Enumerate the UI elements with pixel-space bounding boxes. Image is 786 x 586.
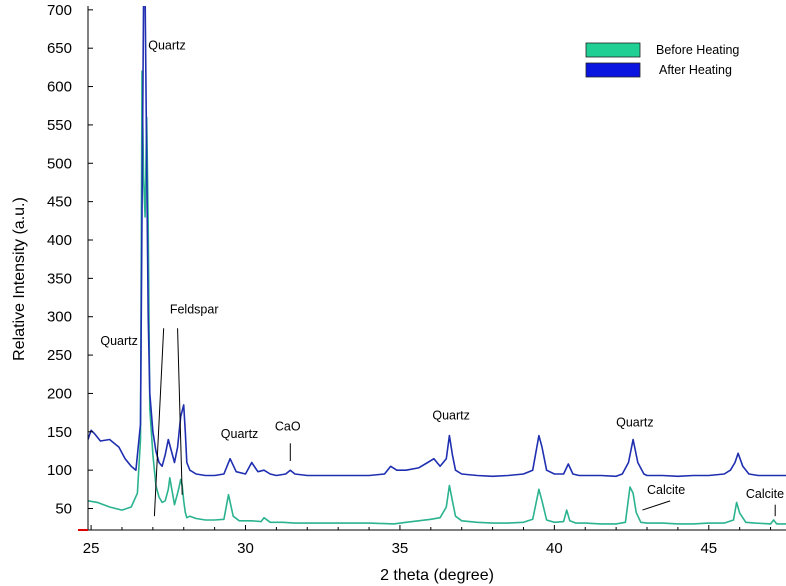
calcite-pointer-line	[642, 500, 671, 511]
peak-annotation-quartz: Quartz	[100, 334, 138, 348]
peak-annotation-quartz: Quartz	[432, 409, 470, 423]
y-tick-label: 150	[47, 424, 72, 441]
y-tick-label: 600	[47, 79, 72, 96]
legend-after-heating-swatch	[585, 62, 641, 78]
y-tick-label: 650	[47, 40, 72, 57]
peak-annotation-calcite: Calcite	[647, 483, 685, 497]
y-tick-label: 500	[47, 155, 72, 172]
x-tick-label: 30	[237, 540, 254, 557]
x-tick-label: 40	[546, 540, 563, 557]
x-axis-label: 2 theta (degree)	[380, 567, 494, 584]
peak-annotation-quartz: Quartz	[221, 427, 259, 441]
legend-before-heating-label: Before Heating	[656, 43, 739, 57]
y-tick-label: 300	[47, 309, 72, 326]
series-line-before-heating	[88, 70, 786, 525]
y-tick-label: 100	[47, 462, 72, 479]
annotation-layer: Quartz Feldspar Quartz Quartz CaO Quartz Quart…	[100, 39, 784, 517]
y-tick-label: 350	[47, 270, 72, 287]
axes: 50 100 150 200 250 300 350 400 450 500 550 600 650 70…	[47, 2, 786, 557]
peak-annotation-feldspar: Feldspar	[170, 303, 219, 317]
y-axis-label: Relative Intensity (a.u.)	[11, 197, 28, 361]
series-line-after-heating	[88, 6, 786, 478]
y-tick-label: 400	[47, 232, 72, 249]
y-tick-label: 550	[47, 117, 72, 134]
y-tick-label: 50	[55, 501, 72, 518]
x-tick-label: 35	[392, 540, 409, 557]
peak-annotation-quartz: Quartz	[616, 415, 654, 429]
peak-annotation-cao: CaO	[275, 419, 301, 433]
x-tick-label: 25	[83, 540, 100, 557]
peak-annotation-calcite: Calcite	[746, 487, 784, 501]
feldspar-pointer-line	[153, 328, 165, 517]
y-tick-label: 200	[47, 385, 72, 402]
peak-annotation-quartz: Quartz	[148, 39, 186, 53]
legend-after-heating-label: After Heating	[659, 63, 732, 77]
feldspar-pointer-line	[177, 328, 183, 495]
legend: Before Heating After Heating	[585, 42, 739, 78]
plot-area	[88, 6, 786, 525]
y-tick-label: 700	[47, 2, 72, 19]
legend-before-heating-swatch	[585, 42, 641, 58]
x-tick-label: 45	[700, 540, 717, 557]
y-tick-label: 450	[47, 194, 72, 211]
y-tick-label: 250	[47, 347, 72, 364]
